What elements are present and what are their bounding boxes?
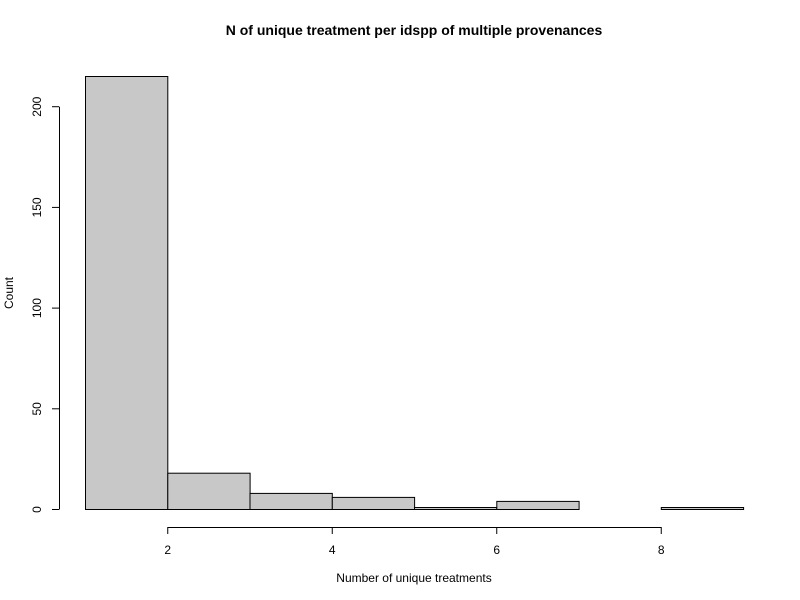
y-tick-label-0: 0 xyxy=(30,506,44,513)
histogram-bar-5 xyxy=(496,500,580,510)
y-tick-label-1: 50 xyxy=(30,402,44,416)
y-axis-label: Count xyxy=(2,276,16,309)
histogram-bar-2 xyxy=(249,492,333,510)
chart-title: N of unique treatment per idspp of multi… xyxy=(226,22,603,38)
bars-group xyxy=(85,76,745,511)
y-tick-label-4: 200 xyxy=(30,96,44,116)
x-tick-label-0: 2 xyxy=(164,543,171,557)
histogram-bar-7 xyxy=(660,507,745,510)
y-tick-label-2: 100 xyxy=(30,298,44,318)
x-tick-label-2: 6 xyxy=(493,543,500,557)
x-axis: 2 4 6 8 xyxy=(164,527,665,557)
histogram-bar-0 xyxy=(85,76,169,510)
histogram-bar-4 xyxy=(414,507,498,510)
x-tick-label-1: 4 xyxy=(329,543,336,557)
x-tick-label-3: 8 xyxy=(658,543,665,557)
y-axis: 0 50 100 150 200 xyxy=(30,96,60,513)
histogram-bar-3 xyxy=(331,496,416,510)
y-tick-label-3: 150 xyxy=(30,197,44,217)
histogram-bar-1 xyxy=(167,472,251,511)
x-axis-label: Number of unique treatments xyxy=(336,571,491,585)
